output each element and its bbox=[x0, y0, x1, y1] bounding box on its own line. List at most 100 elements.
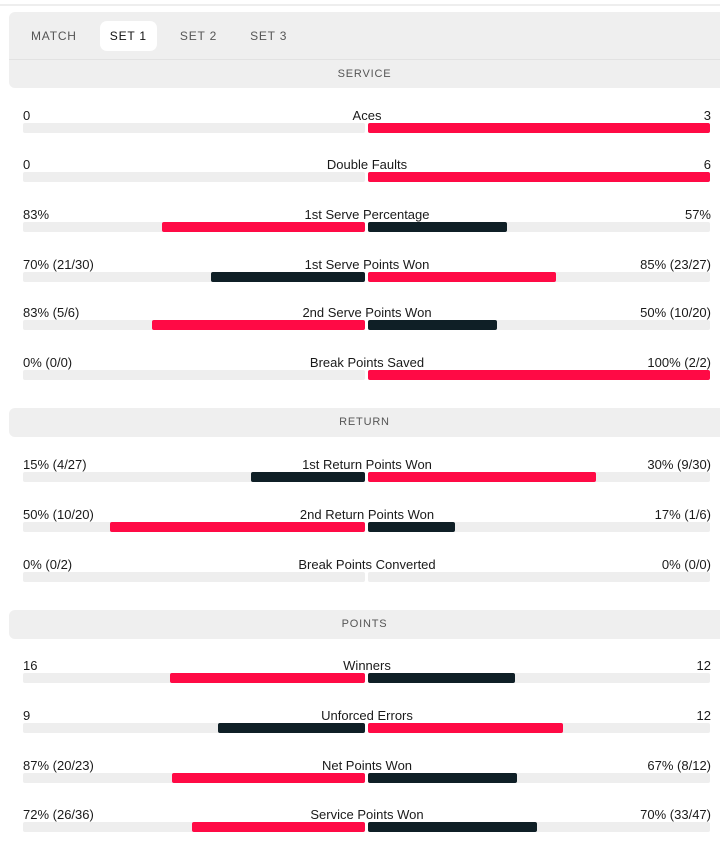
left-bar-track bbox=[23, 673, 365, 683]
right-bar-track bbox=[368, 172, 710, 182]
stat-label: Service Points Won bbox=[310, 807, 424, 822]
stat-row: 0 Double Faults 6 bbox=[23, 157, 711, 193]
stat-row: 0% (0/2) Break Points Converted 0% (0/0) bbox=[23, 557, 711, 593]
right-value: 3 bbox=[703, 108, 711, 123]
left-value: 0% (0/0) bbox=[23, 355, 73, 370]
right-value: 12 bbox=[696, 658, 711, 673]
left-bar-fill bbox=[169, 673, 365, 683]
stats-header-panel: MATCH SET 1 SET 2 SET 3 SERVICE bbox=[9, 12, 720, 88]
left-value: 0% (0/2) bbox=[23, 557, 73, 572]
stat-row: 83% (5/6) 2nd Serve Points Won 50% (10/20) bbox=[23, 305, 711, 341]
left-bar-fill bbox=[210, 272, 365, 282]
tab-set-1[interactable]: SET 1 bbox=[99, 20, 157, 51]
right-value: 67% (8/12) bbox=[647, 758, 711, 773]
left-bar-track bbox=[23, 522, 365, 532]
right-bar-fill bbox=[368, 822, 537, 832]
left-value: 87% (20/23) bbox=[23, 758, 94, 773]
left-value: 0 bbox=[23, 157, 31, 172]
left-bar-track bbox=[23, 272, 365, 282]
stat-row: 0 Aces 3 bbox=[23, 108, 711, 144]
right-bar-fill bbox=[368, 773, 517, 783]
stat-row: 0% (0/0) Break Points Saved 100% (2/2) bbox=[23, 355, 711, 391]
left-bar-track bbox=[23, 172, 365, 182]
right-bar-fill bbox=[368, 472, 596, 482]
right-bar-track bbox=[368, 320, 710, 330]
set-tabs: MATCH SET 1 SET 2 SET 3 bbox=[9, 12, 720, 60]
left-bar-fill bbox=[109, 522, 365, 532]
left-value: 16 bbox=[23, 658, 38, 673]
top-divider bbox=[0, 4, 720, 6]
left-bar-track bbox=[23, 773, 365, 783]
left-bar-track bbox=[23, 370, 365, 380]
right-value: 30% (9/30) bbox=[647, 457, 711, 472]
right-value: 17% (1/6) bbox=[654, 507, 711, 522]
right-bar-track bbox=[368, 723, 710, 733]
left-value: 83% (5/6) bbox=[23, 305, 80, 320]
left-bar-fill bbox=[251, 472, 365, 482]
section-header-points: POINTS bbox=[9, 610, 720, 639]
left-value: 72% (26/36) bbox=[23, 807, 94, 822]
stat-label: 2nd Serve Points Won bbox=[302, 305, 432, 320]
stat-label: Break Points Converted bbox=[298, 557, 436, 572]
right-value: 50% (10/20) bbox=[640, 305, 711, 320]
left-bar-fill bbox=[171, 773, 365, 783]
right-bar-fill bbox=[368, 172, 710, 182]
right-bar-track bbox=[368, 123, 710, 133]
left-bar-track bbox=[23, 320, 365, 330]
right-bar-fill bbox=[368, 370, 710, 380]
left-bar-fill bbox=[162, 222, 365, 232]
section-header-return: RETURN bbox=[9, 408, 720, 437]
stat-label: Aces bbox=[352, 108, 382, 123]
stat-row: 70% (21/30) 1st Serve Points Won 85% (23/2… bbox=[23, 257, 711, 293]
right-bar-fill bbox=[368, 673, 515, 683]
right-bar-fill bbox=[368, 123, 710, 133]
stat-label: Unforced Errors bbox=[321, 708, 413, 723]
section-title: RETURN bbox=[339, 416, 390, 428]
left-bar-track bbox=[23, 723, 365, 733]
right-bar-fill bbox=[368, 272, 556, 282]
left-bar-fill bbox=[218, 723, 365, 733]
right-bar-track bbox=[368, 472, 710, 482]
tab-set-2[interactable]: SET 2 bbox=[179, 28, 218, 43]
left-bar-track bbox=[23, 472, 365, 482]
right-value: 57% bbox=[684, 207, 711, 222]
section-title: POINTS bbox=[341, 618, 388, 630]
right-value: 70% (33/47) bbox=[640, 807, 711, 822]
right-bar-track bbox=[368, 673, 710, 683]
left-value: 9 bbox=[23, 708, 31, 723]
right-value: 100% (2/2) bbox=[647, 355, 711, 370]
stat-label: 1st Return Points Won bbox=[302, 457, 432, 472]
stat-label: Net Points Won bbox=[321, 758, 413, 773]
stat-row: 72% (26/36) Service Points Won 70% (33/47) bbox=[23, 807, 711, 843]
right-bar-track bbox=[368, 222, 710, 232]
tab-set-3[interactable]: SET 3 bbox=[250, 28, 288, 43]
right-bar-fill bbox=[368, 222, 508, 232]
right-value: 85% (23/27) bbox=[640, 257, 711, 272]
tab-match[interactable]: MATCH bbox=[31, 28, 77, 43]
section-header-service: SERVICE bbox=[337, 68, 392, 80]
stat-label: Break Points Saved bbox=[309, 355, 425, 370]
right-bar-track bbox=[368, 370, 710, 380]
left-value: 15% (4/27) bbox=[23, 457, 87, 472]
left-value: 83% bbox=[23, 207, 50, 222]
right-bar-track bbox=[368, 572, 710, 582]
right-bar-track bbox=[368, 822, 710, 832]
stat-label: Winners bbox=[343, 658, 391, 673]
right-bar-fill bbox=[368, 522, 455, 532]
stat-label: 1st Serve Percentage bbox=[304, 207, 430, 222]
right-bar-fill bbox=[368, 320, 497, 330]
left-bar-fill bbox=[191, 822, 365, 832]
left-value: 70% (21/30) bbox=[23, 257, 94, 272]
right-bar-fill bbox=[368, 723, 564, 733]
stat-label: 2nd Return Points Won bbox=[299, 507, 435, 522]
right-bar-track bbox=[368, 773, 710, 783]
stat-label: 1st Serve Points Won bbox=[304, 257, 430, 272]
right-bar-track bbox=[368, 522, 710, 532]
left-bar-track bbox=[23, 123, 365, 133]
right-value: 0% (0/0) bbox=[661, 557, 711, 572]
stat-row: 50% (10/20) 2nd Return Points Won 17% (1/6… bbox=[23, 507, 711, 543]
left-value: 50% (10/20) bbox=[23, 507, 94, 522]
left-bar-track bbox=[23, 222, 365, 232]
left-bar-fill bbox=[151, 320, 365, 330]
stat-row: 15% (4/27) 1st Return Points Won 30% (9/30… bbox=[23, 457, 711, 493]
